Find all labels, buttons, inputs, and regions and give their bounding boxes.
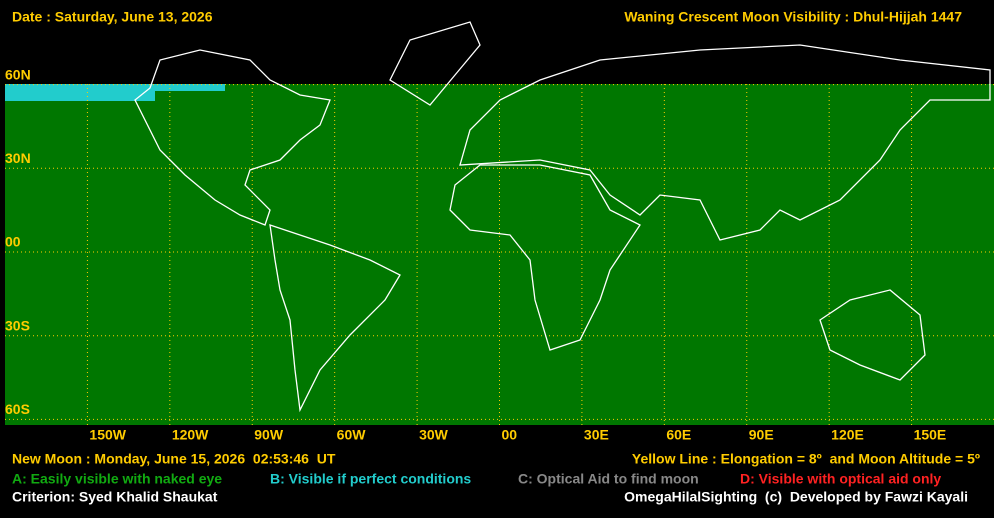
coastlines [134, 21, 991, 413]
south-america [269, 224, 401, 413]
lon-label: 150E [914, 427, 947, 443]
lat-label: 30S [5, 317, 30, 333]
yellow-line-note: Yellow Line : Elongation = 8º and Moon A… [632, 451, 980, 467]
lon-label: 00 [502, 427, 518, 443]
new-moon: New Moon : Monday, June 15, 2026 02:53:4… [12, 451, 336, 467]
lat-label: 60S [5, 401, 30, 417]
lat-label: 30N [5, 150, 31, 166]
lon-label: 90W [254, 427, 284, 443]
header-title: Waning Crescent Moon Visibility : Dhul-H… [624, 9, 962, 25]
lon-label: 30E [584, 427, 609, 443]
lon-label: 150W [89, 427, 126, 443]
lon-label: 30W [419, 427, 449, 443]
lon-label: 60W [337, 427, 367, 443]
lat-label: 60N [5, 66, 31, 82]
legend-d: D: Visible with optical aid only [740, 471, 941, 487]
eurasia [459, 44, 991, 241]
australia [819, 289, 926, 381]
visibility-zone-b [5, 91, 155, 101]
legend-a: A: Easily visible with naked eye [12, 471, 222, 487]
criterion: Criterion: Syed Khalid Shaukat [12, 489, 218, 505]
lon-label: 120W [172, 427, 209, 443]
visibility-zone-a [5, 84, 994, 425]
lat-label: 00 [5, 234, 21, 250]
credit: OmegaHilalSighting (c) Developed by Fawz… [624, 489, 968, 505]
header-date: Date : Saturday, June 13, 2026 [12, 9, 213, 25]
lon-label: 90E [749, 427, 774, 443]
legend-b: B: Visible if perfect conditions [270, 471, 471, 487]
lon-label: 60E [666, 427, 691, 443]
graticule-labels: 60N 30N 00 30S 60S 150W 120W 90W 60W 30W 00 30E 60E 9… [5, 66, 946, 442]
lon-label: 120E [831, 427, 864, 443]
visibility-zone-b [5, 84, 225, 91]
greenland [389, 21, 481, 106]
africa [449, 164, 641, 351]
north-america [134, 49, 331, 226]
legend-c: C: Optical Aid to find moon [518, 471, 699, 487]
